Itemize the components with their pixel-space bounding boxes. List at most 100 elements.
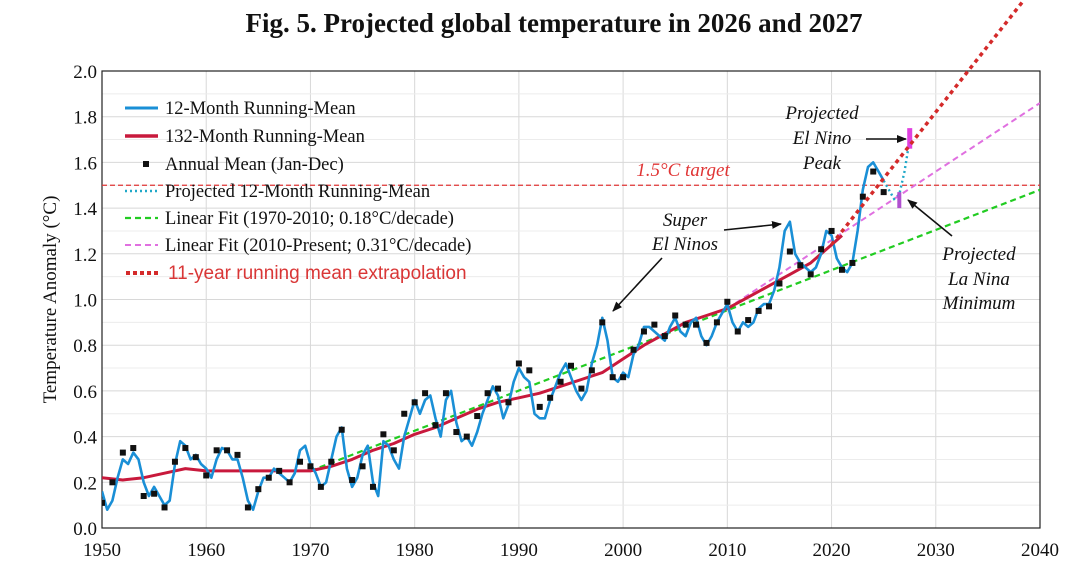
legend: 12-Month Running-Mean 132-Month Running-M…	[125, 99, 471, 284]
legend-label: 12-Month Running-Mean	[165, 99, 356, 119]
annual-point	[307, 463, 314, 470]
target-label: 1.5°C target	[636, 160, 730, 181]
annotation-el-nino-peak: El Nino	[792, 128, 852, 149]
annual-point	[536, 403, 543, 410]
annual-point	[140, 493, 147, 500]
annual-point	[192, 454, 199, 461]
annual-point	[578, 385, 585, 392]
annual-point	[213, 447, 220, 454]
y-tick-label: 0.0	[73, 519, 97, 540]
legend-swatch	[143, 161, 149, 167]
legend-entry-extrapolation: 11-year running mean extrapolation	[126, 263, 467, 284]
annual-point	[797, 262, 804, 269]
annual-point	[130, 445, 137, 452]
series-fit-1970-2010	[310, 188, 1040, 472]
annual-point	[838, 266, 845, 273]
y-tick-label: 1.6	[73, 153, 97, 174]
annotation-super-el-ninos: El Ninos	[651, 234, 718, 255]
x-tick-label: 2030	[917, 540, 955, 561]
y-axis-label: Temperature Anomaly (°C)	[40, 196, 61, 404]
annual-point	[484, 390, 491, 397]
arrow-la-nina-minimum	[907, 199, 953, 237]
annual-point	[453, 429, 460, 436]
annual-point	[317, 483, 324, 490]
y-tick-label: 1.2	[73, 245, 97, 266]
y-tick-label: 1.0	[73, 291, 97, 312]
annual-point	[588, 367, 595, 374]
annual-point	[411, 399, 418, 406]
annual-point	[693, 321, 700, 328]
annual-point	[380, 431, 387, 438]
annual-point	[328, 458, 335, 465]
annual-point	[557, 378, 564, 385]
annual-point	[297, 458, 304, 465]
annual-point	[265, 474, 272, 481]
annual-point	[255, 486, 262, 493]
annual-point	[640, 328, 647, 335]
annual-point	[182, 445, 189, 452]
annual-point	[349, 477, 356, 484]
arrow-super-el-nino-1998	[612, 257, 663, 312]
y-tick-label: 0.2	[73, 473, 97, 494]
annual-point	[244, 504, 251, 511]
x-tick-label: 1960	[187, 540, 225, 561]
y-tick-label: 2.0	[73, 62, 97, 83]
annual-point	[102, 499, 105, 506]
annual-point	[515, 360, 522, 367]
annual-point	[151, 490, 158, 497]
y-tick-label: 0.6	[73, 382, 97, 403]
annual-point	[224, 447, 231, 454]
annual-point	[849, 259, 856, 266]
x-tick-label: 2000	[604, 540, 642, 561]
annual-point	[630, 346, 637, 353]
legend-entry-running132: 132-Month Running-Mean	[125, 127, 365, 147]
legend-label: 11-year running mean extrapolation	[168, 263, 467, 284]
chart-title: Fig. 5. Projected global temperature in …	[245, 8, 863, 38]
annual-point	[859, 193, 866, 200]
y-tick-label: 0.8	[73, 336, 97, 357]
legend-label: 132-Month Running-Mean	[165, 127, 365, 147]
annual-point	[109, 479, 116, 486]
annotation-super-el-ninos: Super	[663, 210, 708, 231]
annual-point	[734, 328, 741, 335]
annual-point	[390, 447, 397, 454]
annual-point	[682, 321, 689, 328]
annotation-el-nino-peak: Peak	[802, 153, 842, 174]
annual-point	[161, 504, 168, 511]
annual-point	[807, 271, 814, 278]
annual-point	[495, 385, 502, 392]
annual-point	[401, 410, 408, 417]
x-tick-label: 1990	[500, 540, 538, 561]
annual-point	[442, 390, 449, 397]
annotation-el-nino-peak: Projected	[784, 103, 859, 124]
series-extrapolation	[830, 0, 1026, 246]
arrow-super-el-nino-2016	[723, 220, 782, 231]
axis-layer: 1950 1960 1970 1980 1990 2000 2010 2020 2030 2040…	[40, 62, 1059, 561]
annotation-la-nina-minimum: La Nina	[947, 269, 1010, 290]
annual-point	[786, 248, 793, 255]
annual-point	[422, 390, 429, 397]
annual-point	[870, 168, 877, 175]
series-projected	[882, 139, 911, 201]
legend-label: Linear Fit (2010-Present; 0.31°C/decade)	[165, 236, 471, 256]
annual-point	[171, 458, 178, 465]
annual-point	[505, 399, 512, 406]
x-tick-label: 1980	[396, 540, 434, 561]
legend-entry-projected: Projected 12-Month Running-Mean	[125, 182, 430, 202]
annual-point	[234, 451, 241, 458]
legend-label: Projected 12-Month Running-Mean	[165, 182, 430, 202]
x-tick-label: 2020	[813, 540, 851, 561]
annual-point	[463, 433, 470, 440]
annual-point	[713, 319, 720, 326]
x-tick-label: 2010	[708, 540, 746, 561]
y-tick-label: 0.4	[73, 428, 97, 449]
legend-entry-fit2010: Linear Fit (2010-Present; 0.31°C/decade)	[125, 236, 471, 256]
annual-point	[338, 426, 345, 433]
annual-point	[661, 333, 668, 340]
x-tick-label: 1950	[83, 540, 121, 561]
annual-point	[359, 463, 366, 470]
series-fit-2010-present	[726, 102, 1040, 310]
annual-point	[724, 298, 731, 305]
